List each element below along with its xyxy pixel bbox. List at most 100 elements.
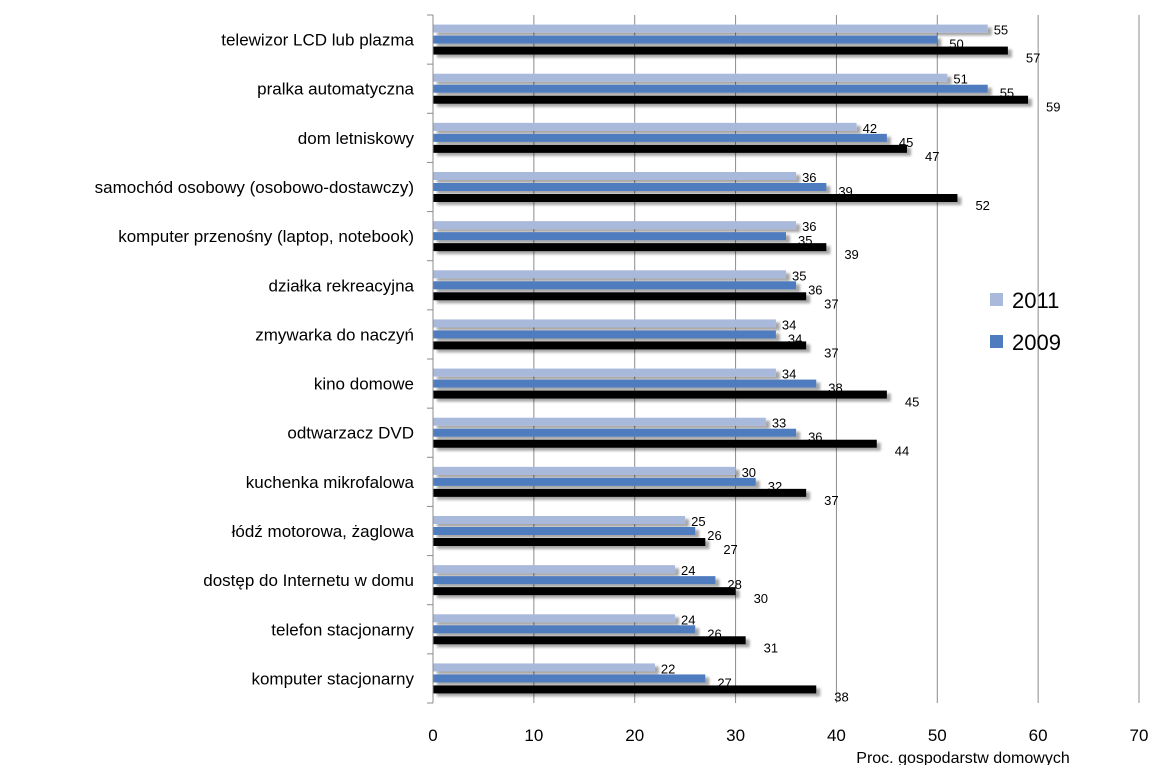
data-label: 51 — [953, 72, 967, 87]
data-label: 27 — [717, 675, 731, 690]
bar — [433, 390, 887, 399]
bar — [433, 488, 807, 497]
data-label: 36 — [802, 219, 816, 234]
data-label: 52 — [975, 198, 989, 213]
bar — [433, 73, 948, 82]
bar — [433, 614, 676, 623]
bar — [433, 636, 746, 645]
bar — [433, 133, 887, 142]
data-label: 37 — [824, 296, 838, 311]
bar — [433, 368, 776, 377]
x-axis-title: Proc. gospodarstw domowych — [856, 750, 1069, 765]
bar — [433, 221, 797, 230]
category-label: komputer stacjonarny — [251, 669, 414, 688]
category-label: kuchenka mikrofalowa — [246, 473, 415, 492]
category-label: komputer przenośny (laptop, notebook) — [118, 227, 414, 246]
legend-swatch — [990, 293, 1003, 306]
data-label: 38 — [828, 381, 842, 396]
data-label: 34 — [788, 331, 802, 346]
data-label: 30 — [754, 591, 768, 606]
bar — [433, 417, 766, 426]
bar — [433, 144, 908, 153]
data-label: 25 — [691, 514, 705, 529]
x-tick-label: 40 — [827, 726, 846, 745]
data-label: 35 — [798, 233, 812, 248]
data-label: 42 — [863, 121, 877, 136]
data-label: 45 — [899, 135, 913, 150]
bar — [433, 183, 827, 191]
category-label: działka rekreacyjna — [268, 276, 414, 295]
bar — [433, 663, 655, 672]
legend-swatch — [990, 335, 1003, 348]
legend: 2011 2009 — [990, 288, 1061, 355]
bar — [433, 292, 807, 301]
bar — [433, 319, 776, 328]
legend-label: 2011 — [1012, 288, 1059, 313]
bar — [433, 527, 696, 535]
data-label: 33 — [772, 416, 786, 431]
bar — [433, 84, 988, 93]
x-tick-label: 70 — [1130, 726, 1149, 745]
bar — [433, 674, 706, 683]
bar — [433, 24, 988, 33]
bars — [433, 24, 1029, 694]
axes — [427, 14, 434, 704]
data-label: 37 — [824, 345, 838, 360]
bar — [433, 538, 706, 546]
data-label: 38 — [834, 689, 848, 704]
data-label: 26 — [707, 626, 721, 641]
data-label: 47 — [925, 149, 939, 164]
data-label: 39 — [844, 247, 858, 262]
data-label: 35 — [792, 268, 806, 283]
category-label: dom letniskowy — [298, 129, 415, 148]
category-label: pralka automatyczna — [257, 80, 414, 99]
category-label: telefon stacjonarny — [271, 620, 414, 639]
labels: 0 10 20 30 40 50 60 70 telewizor LCD lub plazma p… — [95, 23, 1149, 745]
bar — [433, 341, 807, 350]
category-label: telewizor LCD lub plazma — [221, 31, 414, 50]
legend-label: 2009 — [1012, 330, 1061, 355]
data-label: 55 — [1000, 86, 1014, 101]
bar — [433, 576, 716, 585]
data-label: 55 — [994, 23, 1008, 38]
bar — [433, 232, 786, 241]
bar — [433, 625, 696, 634]
bar — [433, 95, 1029, 104]
data-label: 36 — [808, 430, 822, 445]
data-label: 32 — [768, 479, 782, 494]
bar — [433, 35, 938, 44]
data-label: 28 — [727, 577, 741, 592]
data-label: 24 — [681, 612, 695, 627]
x-tick-label: 20 — [625, 726, 644, 745]
x-tick-label: 30 — [726, 726, 745, 745]
category-label: samochód osobowy (osobowo-dostawczy) — [95, 178, 414, 197]
bar — [433, 330, 776, 339]
category-label: dostęp do Internetu w domu — [203, 571, 414, 590]
data-label: 34 — [782, 317, 796, 332]
data-label: 39 — [838, 184, 852, 199]
bar — [433, 565, 676, 574]
data-label: 50 — [949, 37, 963, 52]
data-label: 34 — [782, 367, 796, 382]
bar — [433, 379, 817, 388]
bar — [433, 194, 958, 202]
data-label: 57 — [1026, 51, 1040, 66]
data-label: 27 — [723, 542, 737, 557]
bar — [433, 439, 877, 448]
x-tick-label: 50 — [928, 726, 947, 745]
data-label: 22 — [661, 661, 675, 676]
bar — [433, 243, 827, 252]
category-label: odtwarzacz DVD — [287, 424, 414, 443]
data-label: 37 — [824, 493, 838, 508]
data-label: 30 — [742, 465, 756, 480]
bar — [433, 46, 1008, 55]
data-label: 31 — [764, 640, 778, 655]
bar — [433, 587, 736, 596]
category-label: kino domowe — [314, 375, 414, 394]
bar — [433, 172, 797, 180]
data-label: 36 — [802, 170, 816, 185]
data-label: 44 — [895, 444, 909, 459]
x-tick-label: 60 — [1029, 726, 1048, 745]
bar — [433, 281, 797, 290]
